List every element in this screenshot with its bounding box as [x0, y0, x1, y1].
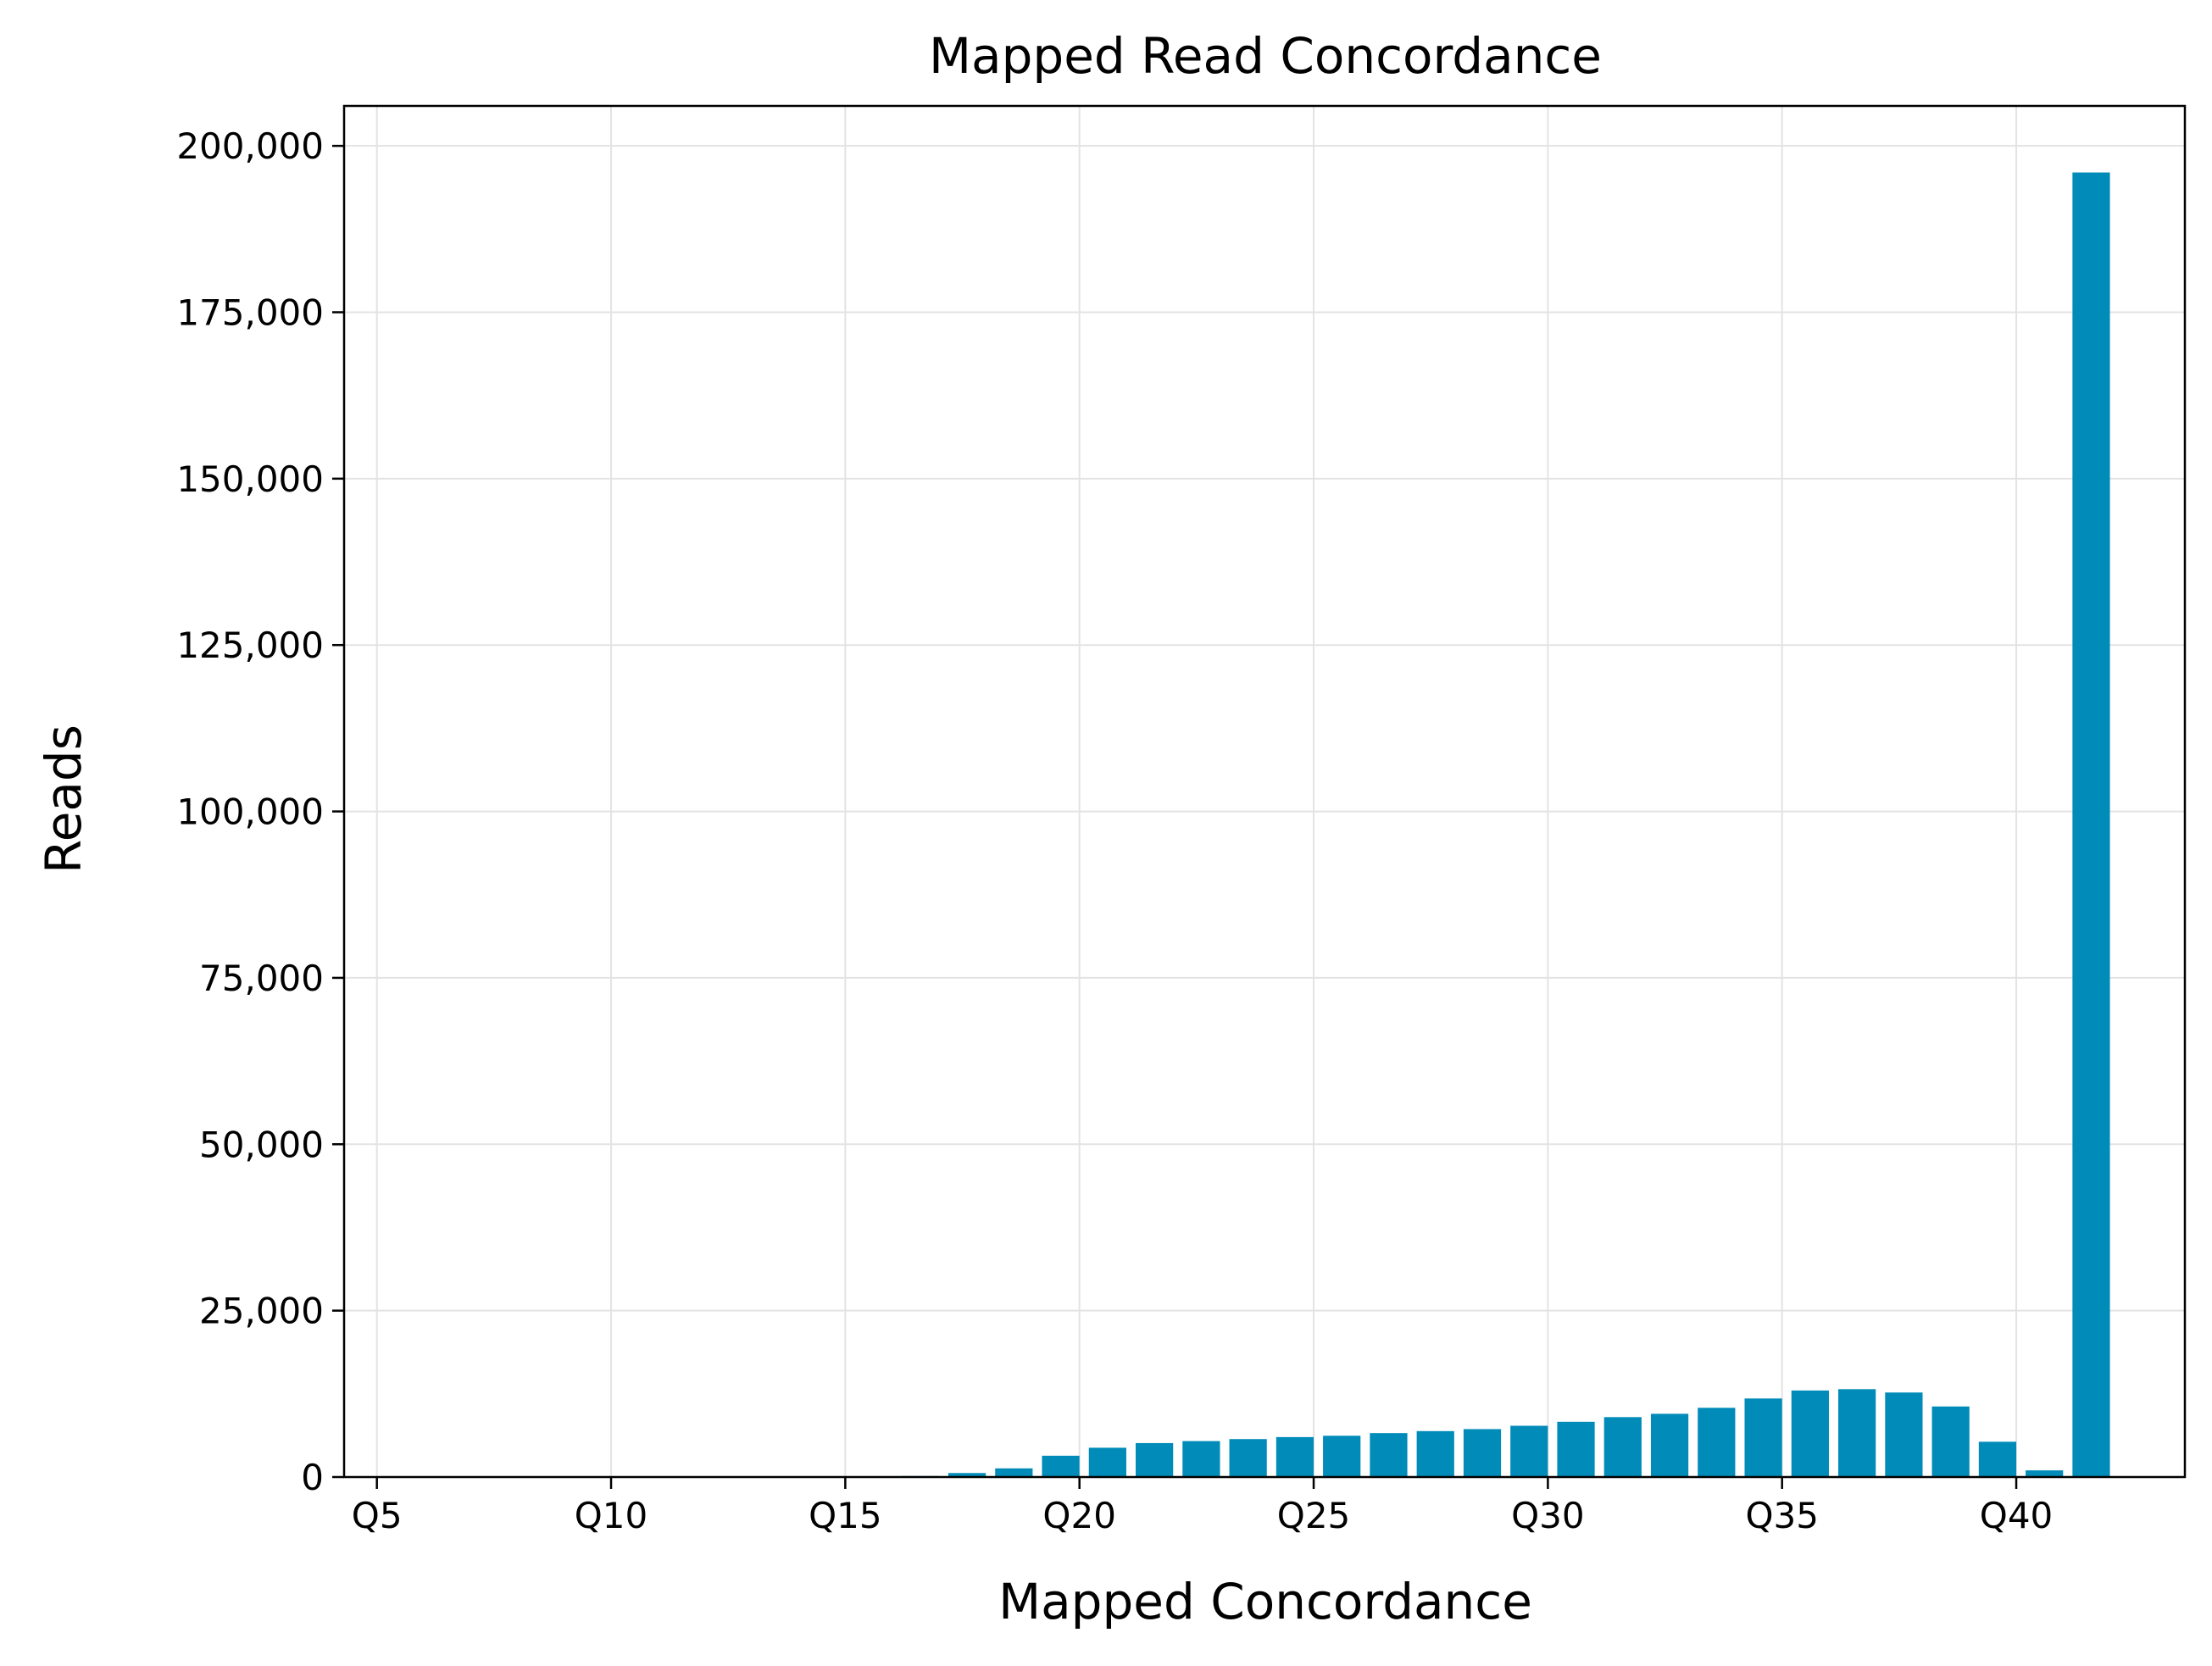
bar: [1276, 1436, 1314, 1477]
bar: [1416, 1430, 1454, 1477]
bar: [1838, 1389, 1876, 1477]
bar: [995, 1468, 1033, 1477]
bar: [1744, 1398, 1782, 1477]
bar: [2026, 1470, 2064, 1477]
bar: [1463, 1429, 1502, 1477]
bar: [1603, 1417, 1642, 1477]
bar: [1650, 1413, 1689, 1477]
bars: [901, 172, 2110, 1477]
x-tick-label: Q5: [352, 1495, 403, 1536]
y-tick-label: 0: [301, 1457, 324, 1498]
y-tick-label: 125,000: [176, 625, 324, 666]
x-tick-label: Q30: [1511, 1495, 1585, 1536]
bar: [1088, 1447, 1126, 1477]
x-axis-label: Mapped Concordance: [998, 1573, 1532, 1630]
bar: [1182, 1441, 1220, 1477]
bar: [1136, 1442, 1174, 1477]
y-tick-label: 100,000: [176, 791, 324, 833]
bar: [1229, 1439, 1267, 1477]
y-axis-label: Reads: [35, 725, 92, 874]
x-tick-label: Q40: [1980, 1495, 2054, 1536]
y-tick-label: 200,000: [176, 125, 324, 167]
chart-title: Mapped Read Concordance: [929, 27, 1602, 85]
x-tick-label: Q15: [809, 1495, 882, 1536]
y-tick-label: 50,000: [199, 1124, 324, 1165]
x-tick-label: Q20: [1042, 1495, 1116, 1536]
bar: [1978, 1441, 2017, 1477]
axis-ticks: Q5 Q10 Q15 Q20 Q25 Q30 Q35 Q40 0 25,000 50,000 75,0…: [176, 125, 2053, 1536]
plot-frame: [342, 104, 2187, 1479]
bar: [1323, 1436, 1361, 1477]
bar: [1370, 1433, 1408, 1477]
bar: [1931, 1406, 1970, 1477]
bar: [1510, 1425, 1548, 1477]
bar: [1042, 1455, 1080, 1477]
x-tick-label: Q10: [575, 1495, 648, 1536]
x-tick-label: Q25: [1277, 1495, 1351, 1536]
x-tick-label: Q35: [1745, 1495, 1819, 1536]
bar: [1885, 1392, 1923, 1477]
y-tick-label: 150,000: [176, 458, 324, 500]
grid-lines: [344, 106, 2185, 1478]
y-tick-label: 75,000: [199, 958, 324, 999]
bar: [1557, 1421, 1595, 1477]
bar: [1698, 1408, 1736, 1477]
y-tick-label: 25,000: [199, 1291, 324, 1332]
y-tick-label: 175,000: [176, 292, 324, 333]
bar: [948, 1473, 987, 1477]
bar: [1791, 1390, 1829, 1477]
bar: [2072, 172, 2110, 1477]
